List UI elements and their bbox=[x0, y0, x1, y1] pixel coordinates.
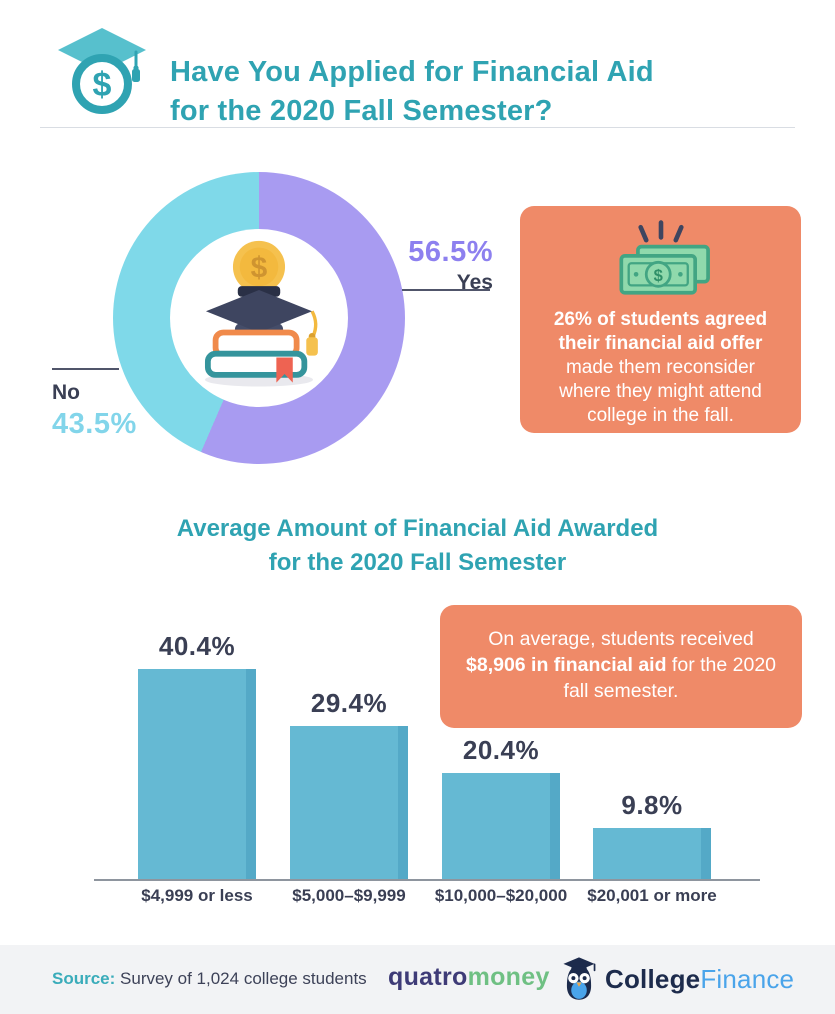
svg-text:$: $ bbox=[93, 66, 112, 104]
bar-rect bbox=[593, 828, 711, 879]
donut-label-yes: 56.5% Yes bbox=[408, 236, 493, 295]
footer: Source: Survey of 1,024 college students… bbox=[0, 945, 835, 1014]
bar-value-label: 20.4% bbox=[462, 735, 540, 765]
no-word: No bbox=[52, 381, 80, 404]
no-pointer-line bbox=[52, 368, 119, 370]
source-label: Source: bbox=[52, 969, 116, 988]
bar-value-label: 29.4% bbox=[310, 688, 388, 718]
bar-value-label: 40.4% bbox=[158, 631, 236, 661]
bar-5000-9999: 29.4% bbox=[290, 688, 408, 879]
svg-text:$: $ bbox=[251, 251, 268, 284]
owl-icon bbox=[563, 957, 596, 1000]
donut-hole: $ bbox=[170, 229, 348, 407]
collegefinance-logo: CollegeFinance bbox=[560, 955, 794, 1003]
callout-reconsider-text: 26% of students agreed their financial a… bbox=[553, 309, 768, 426]
quatromoney-logo: quatromoney bbox=[388, 963, 550, 991]
bar-value-label: 9.8% bbox=[621, 790, 683, 820]
bar-rect bbox=[290, 726, 408, 879]
svg-text:$: $ bbox=[653, 266, 662, 285]
bar-4999-or-less: 40.4% bbox=[138, 631, 256, 879]
callout-reconsider: $ 26% of students agreed their financial… bbox=[520, 206, 801, 433]
collegefinance-wordmark: CollegeFinance bbox=[605, 963, 795, 994]
yes-percentage: 56.5% bbox=[408, 236, 493, 268]
header-divider bbox=[40, 127, 795, 128]
donut-label-no: No 43.5% bbox=[52, 379, 137, 441]
callout-average-aid: On average, students received $8,906 in … bbox=[440, 605, 802, 728]
bar-chart-title: Average Amount of Financial Aid Awarded f… bbox=[176, 515, 659, 576]
bar-20001-or-more: 9.8% bbox=[593, 790, 711, 879]
books-graduation-cap-coin-icon: $ bbox=[204, 240, 318, 387]
x-axis-line bbox=[94, 879, 760, 881]
no-percentage: 43.5% bbox=[52, 408, 137, 440]
x-tick-label: $10,000–$20,000 bbox=[434, 886, 568, 905]
x-tick-label: $20,001 or more bbox=[587, 886, 717, 905]
bar-chart: 40.4% 29.4% 20.4% 9.8% bbox=[0, 598, 835, 881]
donut-chart: $ bbox=[113, 172, 405, 464]
graduation-cap-coin-icon: $ bbox=[58, 28, 146, 114]
x-tick-label: $4,999 or less bbox=[141, 886, 253, 905]
money-bills-icon: $ bbox=[618, 220, 710, 295]
bar-rect bbox=[442, 773, 560, 879]
bar-rect bbox=[138, 669, 256, 879]
source-note: Source: Survey of 1,024 college students bbox=[52, 969, 367, 989]
yes-pointer-line bbox=[402, 289, 490, 291]
page-title: Have You Applied for Financial Aid for th… bbox=[170, 56, 654, 128]
bar-10000-20000: 20.4% bbox=[442, 735, 560, 879]
source-text: Survey of 1,024 college students bbox=[115, 969, 367, 988]
x-tick-label: $5,000–$9,999 bbox=[292, 886, 406, 905]
yes-word: Yes bbox=[456, 271, 493, 294]
